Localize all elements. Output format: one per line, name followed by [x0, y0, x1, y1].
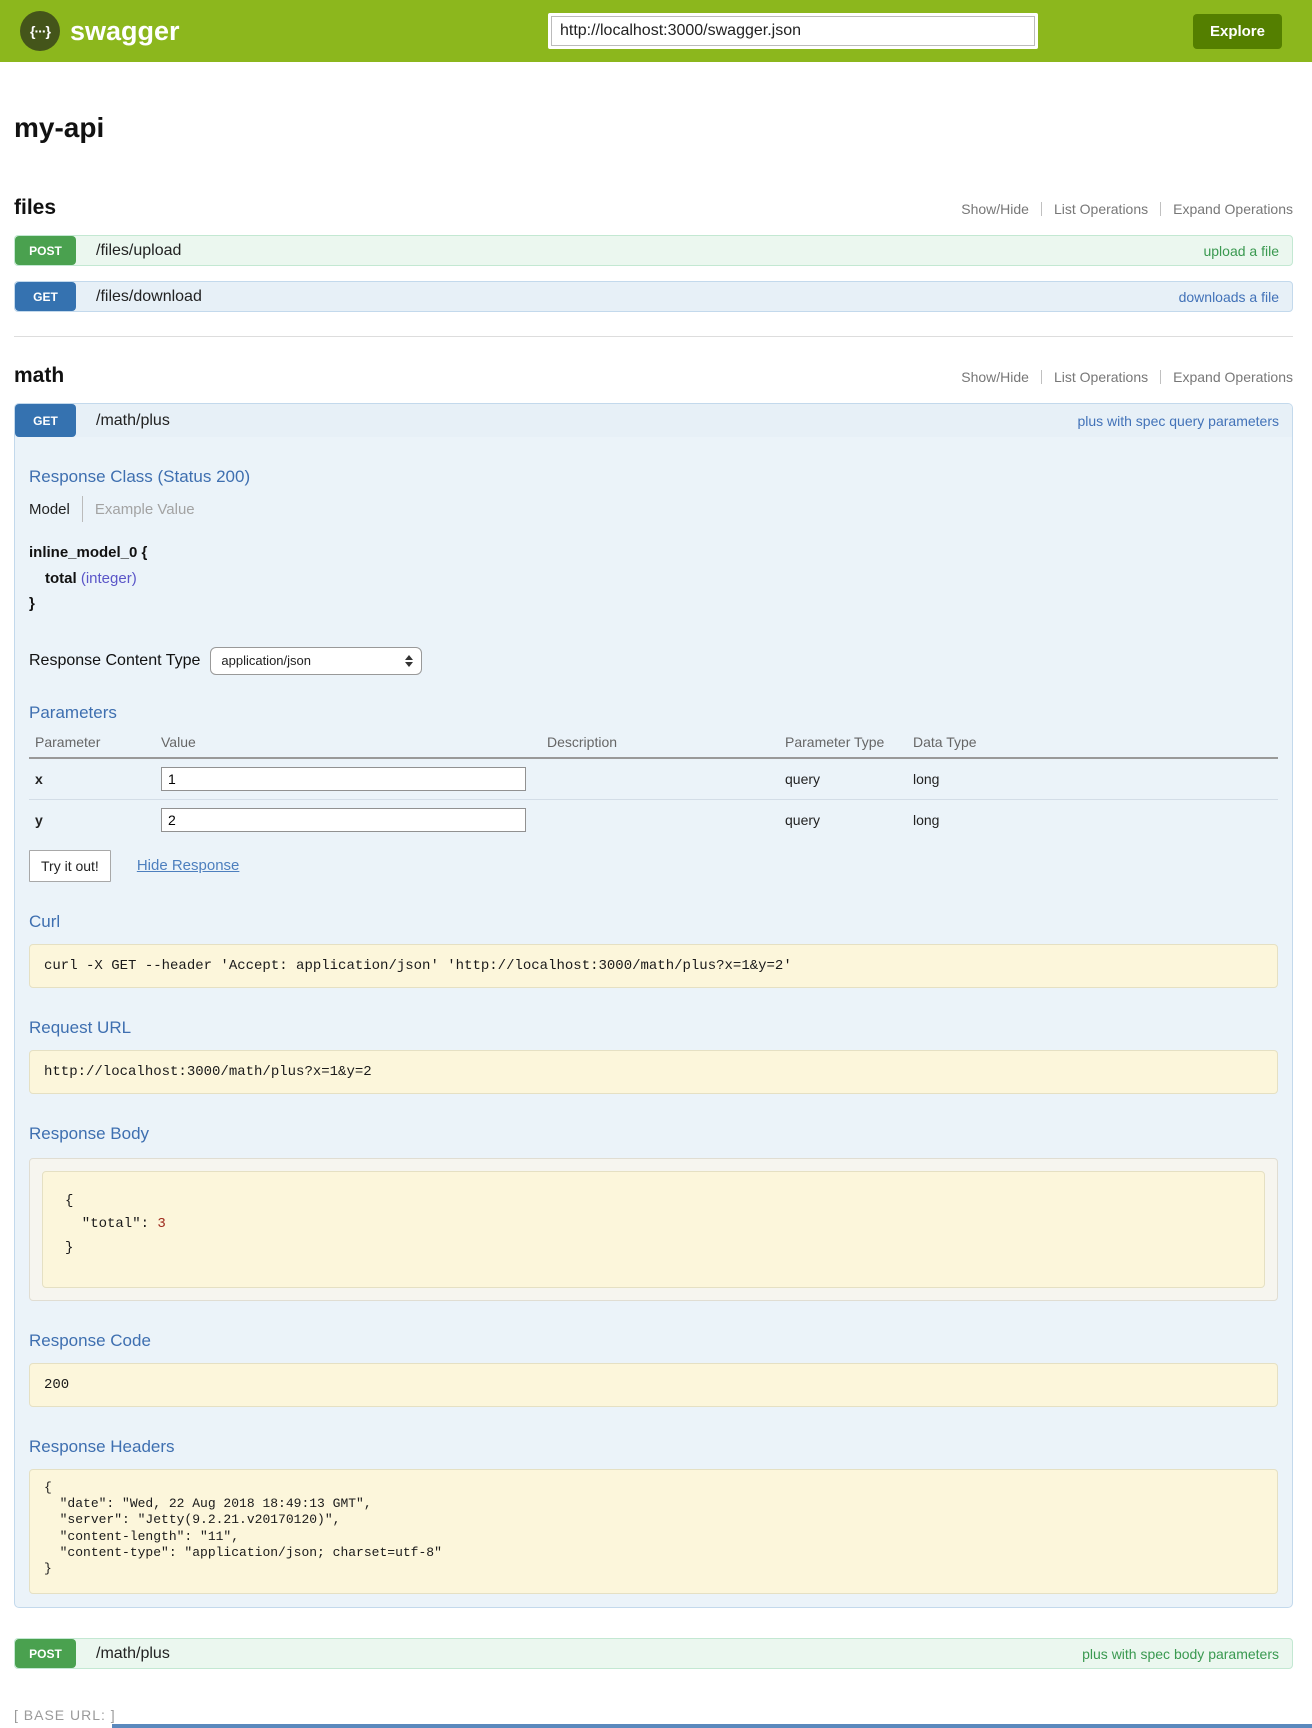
expand-operations-link[interactable]: Expand Operations: [1173, 369, 1293, 385]
json-close: }: [65, 1240, 74, 1257]
expand-operations-link[interactable]: Expand Operations: [1173, 201, 1293, 217]
op-path[interactable]: /math/plus: [96, 411, 170, 429]
model-signature-close: }: [29, 595, 35, 612]
operation-row-post-math-plus[interactable]: POST /math/plus plus with spec body para…: [14, 1638, 1293, 1670]
op-path[interactable]: /files/download: [96, 287, 202, 305]
op-summary-link[interactable]: downloads a file: [1178, 288, 1279, 305]
tab-separator: [81, 496, 83, 522]
response-body-heading: Response Body: [29, 1123, 150, 1143]
list-operations-link[interactable]: List Operations: [1053, 201, 1149, 217]
model-signature-open: inline_model_0 {: [29, 544, 148, 561]
param-type: query: [779, 757, 907, 800]
section-math: math Show/Hide List Operations Expand Op…: [14, 364, 1293, 1670]
operation-row-post-files-upload[interactable]: POST /files/upload upload a file: [14, 235, 1293, 266]
response-body-box: { "total": 3}: [42, 1170, 1265, 1288]
param-data-type: long: [907, 757, 1278, 800]
model-tabs: Model Example Value: [29, 496, 1278, 522]
spec-url-input-wrap: [547, 13, 1038, 49]
hide-response-link[interactable]: Hide Response: [136, 857, 240, 874]
col-header-data-type: Data Type: [907, 726, 1278, 759]
op-summary-link[interactable]: plus with spec query parameters: [1077, 412, 1279, 429]
control-separator: [1160, 370, 1162, 384]
col-header-value: Value: [155, 726, 541, 759]
param-name: y: [35, 811, 43, 828]
tab-example-value[interactable]: Example Value: [94, 500, 195, 518]
response-body-outer: { "total": 3}: [29, 1157, 1278, 1301]
control-separator: [1040, 370, 1042, 384]
operation-panel-get-math-plus: GET /math/plus plus with spec query para…: [14, 403, 1293, 1609]
json-open: {: [65, 1192, 74, 1209]
brand-title: swagger: [70, 15, 180, 46]
page-content: my-api files Show/Hide List Operations E…: [0, 112, 1312, 1670]
control-separator: [1040, 202, 1042, 216]
base-url-footer: [ BASE URL: ]: [14, 1707, 116, 1724]
param-value-input-x[interactable]: [161, 766, 526, 791]
curl-heading: Curl: [29, 911, 61, 931]
model-signature: inline_model_0 { total (integer) }: [29, 540, 1278, 617]
response-content-type-row: Response Content Type application/json: [29, 646, 1278, 675]
control-separator: [1160, 202, 1162, 216]
method-badge-get: GET: [15, 282, 76, 311]
section-title-math: math: [14, 364, 65, 387]
response-headers-box: { "date": "Wed, 22 Aug 2018 18:49:13 GMT…: [29, 1468, 1278, 1595]
bottom-edge-bar: [112, 1724, 1312, 1728]
show-hide-link[interactable]: Show/Hide: [961, 201, 1029, 217]
list-operations-link[interactable]: List Operations: [1053, 369, 1149, 385]
method-badge-get: GET: [15, 404, 76, 437]
col-header-parameter: Parameter: [29, 726, 155, 759]
model-property-name: total: [45, 569, 77, 587]
spec-url-input[interactable]: [550, 16, 1035, 46]
request-url-heading: Request URL: [29, 1017, 132, 1037]
section-divider: [14, 336, 1293, 337]
parameters-heading: Parameters: [29, 702, 117, 722]
param-row-x: x query long: [29, 757, 1278, 800]
param-row-y: y query long: [29, 799, 1278, 840]
operation-detail: Response Class (Status 200) Model Exampl…: [15, 467, 1292, 1607]
curl-command-box: curl -X GET --header 'Accept: applicatio…: [29, 943, 1278, 988]
page-title: my-api: [14, 112, 105, 143]
col-header-parameter-type: Parameter Type: [779, 726, 907, 759]
select-stepper-icon: [405, 654, 414, 667]
response-headers-heading: Response Headers: [29, 1436, 175, 1456]
model-property: total (integer): [45, 566, 1278, 592]
app-header: {···} swagger Explore: [0, 0, 1312, 62]
method-badge-post: POST: [15, 236, 76, 265]
response-code-box: 200: [29, 1362, 1278, 1407]
section-files: files Show/Hide List Operations Expand O…: [14, 196, 1293, 312]
op-summary-link[interactable]: upload a file: [1203, 242, 1279, 259]
section-title-files: files: [14, 196, 57, 219]
op-path[interactable]: /files/upload: [96, 241, 182, 259]
swagger-logo-icon: {···}: [20, 11, 60, 51]
try-it-out-button[interactable]: Try it out!: [29, 849, 111, 882]
response-class-heading: Response Class (Status 200): [29, 467, 251, 486]
operation-row-get-files-download[interactable]: GET /files/download downloads a file: [14, 281, 1293, 312]
explore-button[interactable]: Explore: [1192, 13, 1282, 49]
parameters-table: Parameter Value Description Parameter Ty…: [29, 726, 1278, 840]
param-description: [541, 757, 779, 800]
show-hide-link[interactable]: Show/Hide: [961, 369, 1029, 385]
request-url-box: http://localhost:3000/math/plus?x=1&y=2: [29, 1049, 1278, 1094]
json-value: 3: [157, 1216, 166, 1233]
col-header-description: Description: [541, 726, 779, 759]
param-name: x: [29, 757, 155, 800]
model-property-type: (integer): [80, 569, 137, 587]
param-type: query: [785, 811, 821, 828]
param-description: [541, 799, 779, 840]
response-content-type-select[interactable]: application/json: [210, 646, 423, 675]
param-value-input-y[interactable]: [161, 807, 526, 832]
response-content-type-label: Response Content Type: [29, 651, 201, 669]
op-summary-link[interactable]: plus with spec body parameters: [1082, 1645, 1279, 1662]
response-content-type-value: application/json: [221, 653, 311, 668]
operation-row-get-math-plus[interactable]: GET /math/plus plus with spec query para…: [15, 404, 1292, 437]
tab-model[interactable]: Model: [29, 500, 70, 518]
response-code-heading: Response Code: [29, 1330, 151, 1350]
json-key: "total":: [65, 1216, 158, 1233]
method-badge-post: POST: [15, 1639, 76, 1669]
param-data-type: long: [913, 811, 940, 828]
op-path[interactable]: /math/plus: [96, 1644, 170, 1662]
